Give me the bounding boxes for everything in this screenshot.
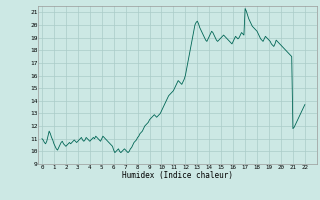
X-axis label: Humidex (Indice chaleur): Humidex (Indice chaleur)	[122, 171, 233, 180]
